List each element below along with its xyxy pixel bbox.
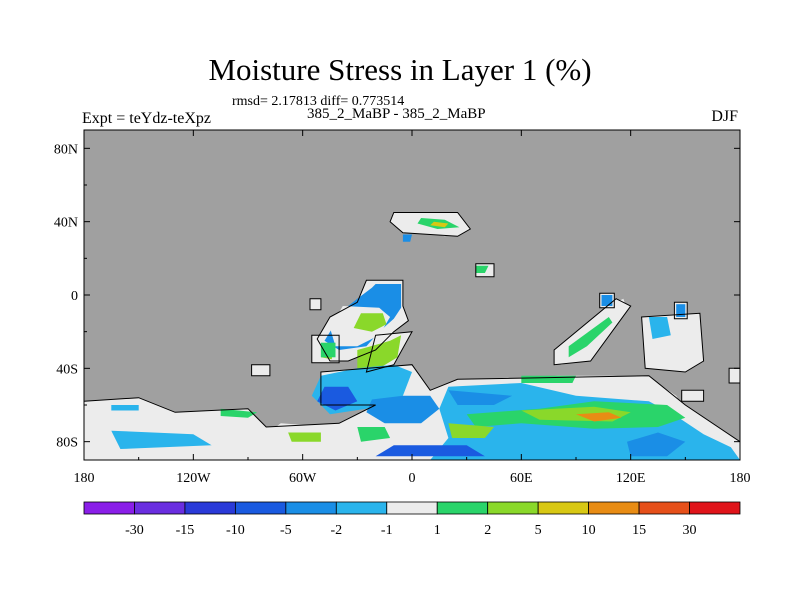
subtitle-text: 385_2_MaBP - 385_2_MaBP	[307, 106, 486, 122]
coast-outline-4	[365, 331, 413, 373]
coast-outline-10	[309, 298, 322, 311]
field-region-4	[475, 265, 489, 273]
colorbar-bin-9	[537, 501, 590, 515]
field-region-31	[648, 317, 671, 339]
coast-outline-3	[311, 334, 340, 364]
coast-outline-11	[251, 364, 271, 377]
y-tick-label: 80N	[54, 142, 78, 157]
colorbar-bin-6	[386, 501, 438, 515]
land-region-10	[310, 298, 321, 310]
y-tick-label: 80S	[56, 436, 78, 451]
plot-title: Moisture Stress in Layer 1 (%)	[208, 52, 592, 87]
colorbar: -30 -15 -10 -5 -2 -1 1 2 5 10 15 30	[83, 501, 741, 538]
colorbar-bin-5	[335, 501, 388, 515]
field-region-35	[676, 304, 686, 317]
field-region-20	[220, 408, 258, 418]
coast-outline-12	[681, 389, 705, 402]
x-tick-label: 120W	[176, 471, 211, 486]
colorbar-bin-0	[83, 501, 135, 515]
y-tick-label: 40S	[56, 362, 78, 377]
field-region-13	[288, 432, 321, 442]
colorbar-label: -5	[280, 523, 292, 538]
colorbar-label: -2	[330, 523, 342, 538]
stats-text: rmsd= 2.17813 diff= 0.773514	[232, 94, 405, 109]
x-tick-label: 60W	[289, 471, 317, 486]
colorbar-label: 15	[632, 523, 646, 538]
coast-outline-2	[316, 279, 409, 362]
coast-outline-9	[673, 301, 688, 320]
field-region-33	[568, 317, 613, 358]
map-plot-area	[84, 130, 740, 460]
land-region-13	[729, 368, 740, 383]
colorbar-label: -10	[226, 523, 245, 538]
field-region-27	[448, 423, 494, 438]
x-tick-label: 60E	[510, 471, 533, 486]
coast-outline-6	[641, 312, 705, 373]
colorbar-bin-8	[487, 501, 539, 515]
field-region-3	[402, 234, 412, 242]
coast-outline-7	[553, 298, 632, 366]
colorbar-bin-12	[689, 501, 741, 515]
field-region-7	[353, 313, 387, 332]
colorbar-bin-2	[184, 501, 236, 515]
experiment-label: Expt = teYdz-teXpz	[82, 110, 211, 127]
x-tick-label: 180	[730, 471, 751, 486]
field-region-19	[111, 405, 139, 411]
axis-ticks: 180 120W 60W 0 60E 120E 180 80N 40N 0 40S 80S	[54, 130, 751, 486]
colorbar-label: -15	[176, 523, 195, 538]
colorbar-bin-11	[638, 501, 690, 515]
colorbar-bin-3	[234, 501, 287, 515]
colorbar-label: 1	[434, 523, 441, 538]
colorbar-label: -30	[125, 523, 144, 538]
land-region-12	[681, 390, 704, 402]
field-region-29	[375, 445, 485, 457]
coast-outline-0	[389, 212, 472, 237]
x-tick-label: 120E	[616, 471, 646, 486]
y-tick-label: 0	[71, 289, 78, 304]
land-region-11	[251, 364, 270, 376]
field-region-17	[111, 430, 212, 449]
x-tick-label: 0	[409, 471, 416, 486]
field-region-36	[320, 342, 336, 358]
season-label: DJF	[711, 108, 738, 125]
field-region-26	[576, 412, 622, 422]
coast-outline-5	[84, 364, 740, 460]
colorbar-label: -1	[381, 523, 393, 538]
colorbar-label: 30	[683, 523, 697, 538]
coast-outline-8	[599, 292, 615, 309]
coast-outline-1	[475, 263, 495, 278]
colorbar-bin-7	[436, 501, 489, 515]
colorbar-bin-10	[588, 501, 640, 515]
colorbar-bin-1	[134, 501, 186, 515]
y-tick-label: 40N	[54, 216, 78, 231]
field-region-34	[601, 295, 613, 306]
colorbar-label: 5	[535, 523, 542, 538]
field-region-28	[627, 432, 686, 457]
field-region-2	[430, 221, 449, 228]
field-region-23	[448, 390, 513, 405]
x-tick-label: 180	[74, 471, 95, 486]
colorbar-bin-4	[285, 501, 337, 515]
field-region-15	[357, 427, 391, 442]
colorbar-label: 10	[582, 523, 596, 538]
colorbar-label: 2	[484, 523, 491, 538]
field-region-14	[366, 395, 440, 424]
